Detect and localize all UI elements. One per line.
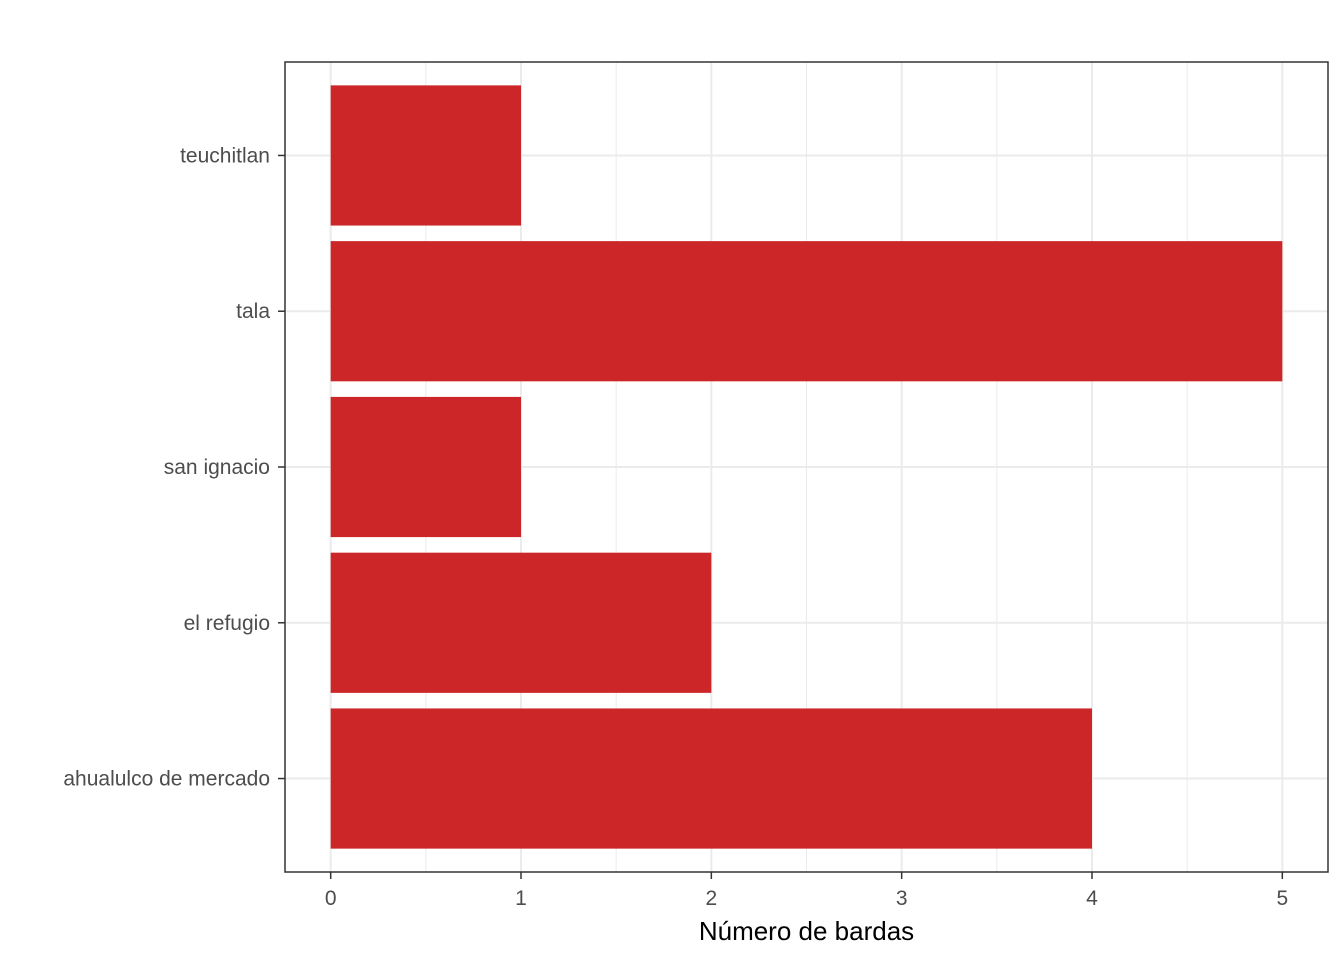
y-axis: ahualulco de mercado el refugio san ignaci… [63, 144, 285, 791]
x-tick-label: 1 [515, 887, 527, 910]
x-axis: 0 1 2 3 4 5 [325, 872, 1288, 910]
y-tick-label: el refugio [184, 612, 270, 635]
x-tick-label: 5 [1276, 887, 1288, 910]
bar [330, 241, 1283, 382]
bar [330, 708, 1092, 849]
x-tick-label: 4 [1086, 887, 1098, 910]
x-tick-label: 3 [896, 887, 908, 910]
bar [330, 552, 712, 693]
y-tick-label: ahualulco de mercado [63, 768, 270, 791]
y-tick-label: teuchitlan [180, 144, 270, 167]
x-axis-title: Número de bardas [699, 916, 914, 946]
x-tick-label: 2 [705, 887, 717, 910]
bar [330, 396, 522, 538]
x-tick-label: 0 [325, 887, 337, 910]
y-tick-label: tala [236, 300, 270, 323]
bar [330, 85, 522, 226]
y-tick-label: san ignacio [164, 456, 270, 479]
bars [330, 85, 1283, 849]
